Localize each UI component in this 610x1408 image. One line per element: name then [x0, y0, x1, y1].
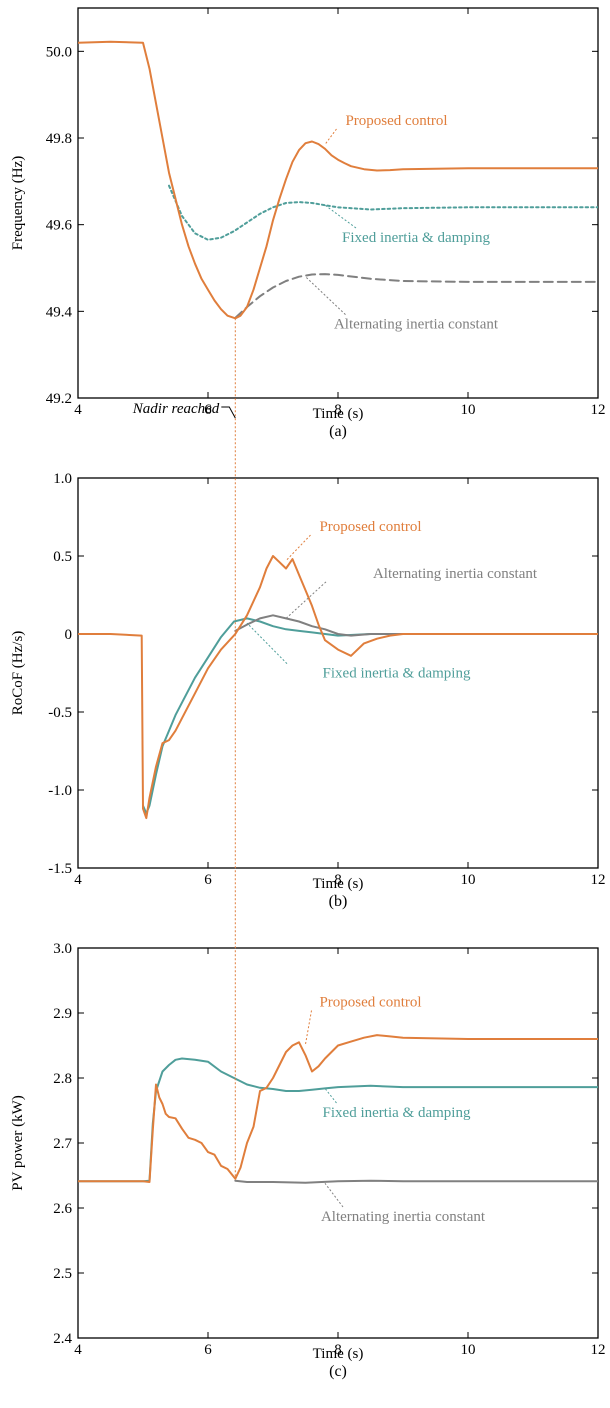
y-tick-label: 50.0 [46, 44, 72, 60]
y-tick-label: 0.5 [53, 549, 72, 565]
series-line-alternating [234, 1179, 598, 1184]
y-tick-label: -0.5 [48, 705, 72, 721]
series-line-proposed [78, 1034, 598, 1183]
annotation-leader-alternating [285, 581, 327, 619]
annotation-leader-fixed [324, 1088, 337, 1104]
series-line-fixed [168, 184, 598, 241]
y-tick-label: 2.4 [53, 1331, 72, 1347]
x-tick-label: 10 [461, 402, 476, 418]
x-tick-label: 4 [74, 1342, 82, 1358]
series-line-alternating [234, 273, 598, 319]
x-axis-label: Time (s) [313, 1346, 364, 1362]
annotation-leader-alternating [324, 1182, 344, 1208]
y-tick-label: -1.5 [48, 861, 72, 877]
y-tick-label: 2.5 [53, 1266, 72, 1282]
series-group [78, 1034, 598, 1184]
x-tick-label: 8 [334, 402, 342, 418]
y-tick-label: 2.7 [53, 1136, 72, 1152]
x-tick-label: 8 [334, 872, 342, 888]
series-line-fixed [142, 617, 598, 815]
annotation-leader-alternating [305, 276, 346, 316]
nadir-pointer [221, 406, 236, 419]
x-tick-label: 4 [74, 872, 82, 888]
x-tick-label: 12 [591, 1342, 606, 1358]
annotation-leader-proposed [305, 1010, 312, 1045]
x-tick-label: 6 [204, 402, 212, 418]
y-tick-label: 2.9 [53, 1006, 72, 1022]
plot-frame [77, 7, 599, 399]
annotation-fixed: Fixed inertia & damping [342, 230, 490, 246]
annotation-proposed: Proposed control [345, 113, 447, 129]
nadir-label: Nadir reached [132, 401, 220, 417]
annotation-proposed: Proposed control [319, 995, 421, 1011]
series-line-proposed [78, 555, 598, 820]
x-axis-label: Time (s) [313, 876, 364, 892]
nadir-marker: Nadir reached [132, 318, 236, 1179]
x-tick-label: 6 [204, 872, 212, 888]
annotation-leader-proposed [285, 534, 311, 562]
chart-panel-3: 4 6 8 10 12 2.4 2.5 2.6 2.7 2.8 2.9 3.0 Time (s) PV p… [10, 941, 606, 1380]
series-group [78, 555, 598, 820]
x-tick-label: 8 [334, 1342, 342, 1358]
y-tick-label: 1.0 [53, 471, 72, 487]
x-tick-label: 6 [204, 1342, 212, 1358]
annotation-leader-proposed [324, 128, 337, 145]
y-tick-label: 49.8 [46, 131, 72, 147]
annotation-alternating: Alternating inertia constant [373, 566, 538, 582]
x-tick-label: 4 [74, 402, 82, 418]
chart-panel-1: 4 6 8 10 12 49.2 49.4 49.6 49.8 50.0 Time (s) Frequ… [10, 7, 606, 440]
x-tick-label: 10 [461, 872, 476, 888]
annotation-proposed: Proposed control [319, 519, 421, 535]
x-tick-label: 12 [591, 872, 606, 888]
chart-panel-2: 4 6 8 10 12 -1.5 -1.0 -0.5 0 0.5 1.0 Time (s) RoCoF … [10, 471, 606, 910]
series-line-proposed [78, 40, 598, 320]
subfigure-label: (a) [329, 423, 347, 440]
annotation-leader-fixed [246, 622, 288, 665]
y-tick-label: 3.0 [53, 941, 72, 957]
y-tick-label: 2.8 [53, 1071, 72, 1087]
y-axis-label: PV power (kW) [10, 1095, 26, 1191]
annotation-leader-fixed [324, 204, 357, 229]
subfigure-label: (b) [329, 893, 348, 910]
y-tick-label: 49.4 [46, 304, 73, 320]
annotation-fixed: Fixed inertia & damping [323, 666, 471, 682]
annotation-fixed: Fixed inertia & damping [323, 1105, 471, 1121]
y-tick-label: 0 [65, 627, 73, 643]
y-axis-label: RoCoF (Hz/s) [10, 631, 26, 716]
subfigure-label: (c) [329, 1363, 347, 1380]
series-group [78, 40, 598, 320]
y-tick-label: -1.0 [48, 783, 72, 799]
x-tick-label: 10 [461, 1342, 476, 1358]
y-tick-label: 2.6 [53, 1201, 72, 1217]
annotation-alternating: Alternating inertia constant [321, 1209, 486, 1225]
x-tick-label: 12 [591, 402, 606, 418]
annotation-alternating: Alternating inertia constant [334, 317, 499, 333]
series-line-alternating [234, 614, 598, 637]
x-axis-label: Time (s) [313, 406, 364, 422]
y-tick-label: 49.2 [46, 391, 72, 407]
y-axis-label: Frequency (Hz) [10, 156, 26, 251]
y-tick-label: 49.6 [46, 218, 73, 234]
